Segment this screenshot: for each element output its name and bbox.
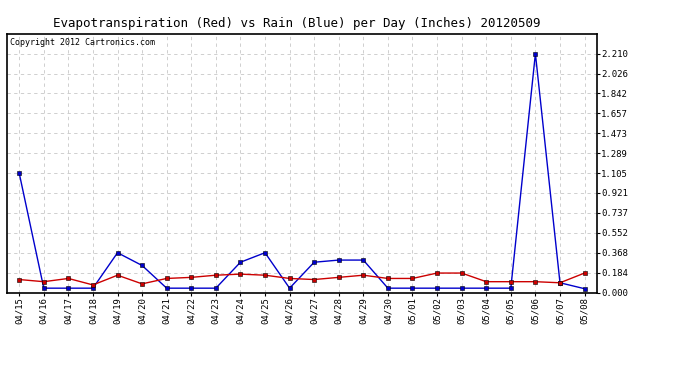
- Text: Copyright 2012 Cartronics.com: Copyright 2012 Cartronics.com: [10, 38, 155, 46]
- Text: Evapotranspiration (Red) vs Rain (Blue) per Day (Inches) 20120509: Evapotranspiration (Red) vs Rain (Blue) …: [53, 17, 540, 30]
